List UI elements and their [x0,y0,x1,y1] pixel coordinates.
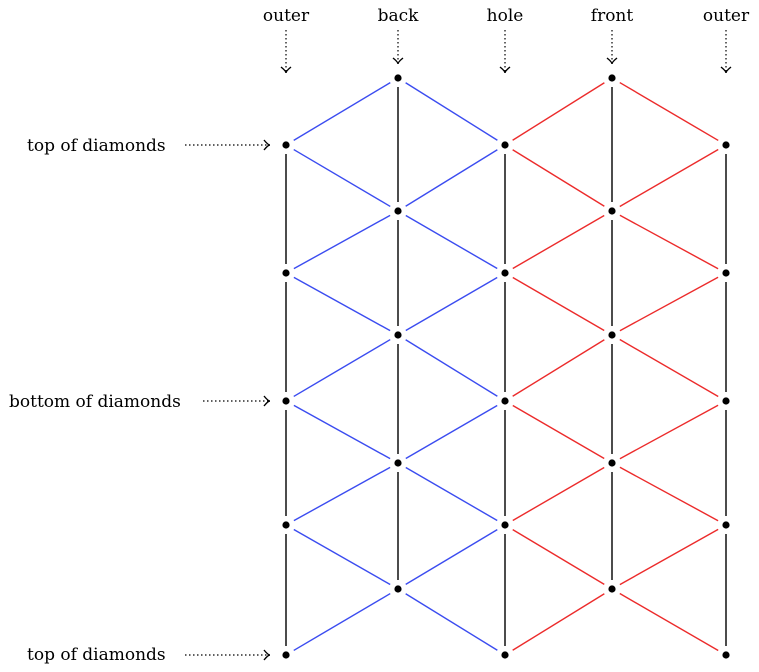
red-diagonal [512,593,605,651]
red-diagonal [512,149,605,207]
node [282,651,290,659]
column-arrow-head [280,66,292,74]
node [282,397,290,405]
node [501,269,509,277]
node [608,331,616,339]
red-diagonal [619,528,719,586]
red-diagonal [512,466,605,522]
arrows [185,30,732,661]
red-diagonal [512,276,605,332]
node [282,269,290,277]
blue-diagonal [293,276,391,332]
node [608,74,616,82]
node [722,651,730,659]
column-label-outer-left: outer [262,6,310,26]
node [608,459,616,467]
node [282,141,290,149]
column-arrow-head [720,66,732,74]
node [722,141,730,149]
node [608,207,616,215]
red-diagonal [619,214,719,270]
blue-diagonal [293,592,391,652]
node [394,585,402,593]
blue-diagonal [405,82,498,141]
node [501,141,509,149]
node [501,397,509,405]
red-diagonal [619,81,719,142]
red-diagonal [512,339,605,397]
blue-diagonal [405,404,498,460]
node [501,521,509,529]
blue-diagonal [293,82,391,141]
red-diagonal [512,529,605,585]
column-label-outer-right: outer [702,6,750,26]
node [394,207,402,215]
red-diagonal [512,214,605,270]
red-diagonal [619,338,719,398]
red-diagonal [619,592,719,652]
blue-diagonal [405,339,498,397]
blue-diagonal [293,466,391,522]
row-label-bottom-of-diamonds: bottom of diamonds [9,392,181,412]
node [282,521,290,529]
column-label-back: back [377,6,419,26]
row-label-top-of-diamonds-lower: top of diamonds [27,645,166,665]
row-label-top-of-diamonds-upper: top of diamonds [27,136,166,156]
blue-diagonal [405,276,498,332]
node [722,521,730,529]
diagonal-lines [293,81,719,652]
column-arrow-head [392,57,404,65]
blue-diagonal [405,214,498,270]
red-diagonal [512,82,605,141]
node [722,269,730,277]
node [394,331,402,339]
red-diagonal [619,466,719,522]
blue-diagonal [293,148,391,208]
blue-diagonal [293,214,391,270]
node [722,397,730,405]
node [608,585,616,593]
blue-diagonal [405,593,498,651]
red-diagonal [619,148,719,208]
red-diagonal [512,404,605,460]
column-label-front: front [590,6,634,26]
node [394,74,402,82]
node [394,459,402,467]
blue-diagonal [405,466,498,522]
blue-diagonal [293,338,391,398]
node [501,651,509,659]
row-arrow-head [263,395,271,407]
red-diagonal [619,404,719,460]
column-arrow-head [606,57,618,65]
blue-diagonal [293,404,391,460]
nodes [282,74,730,659]
blue-diagonal [293,528,391,586]
row-arrow-head [263,649,271,661]
column-label-hole: hole [486,6,524,26]
blue-diagonal [405,529,498,585]
blue-diagonal [405,149,498,207]
column-arrow-head [499,66,511,74]
row-arrow-head [263,139,271,151]
red-diagonal [619,276,719,332]
vertical-lines [285,87,727,646]
